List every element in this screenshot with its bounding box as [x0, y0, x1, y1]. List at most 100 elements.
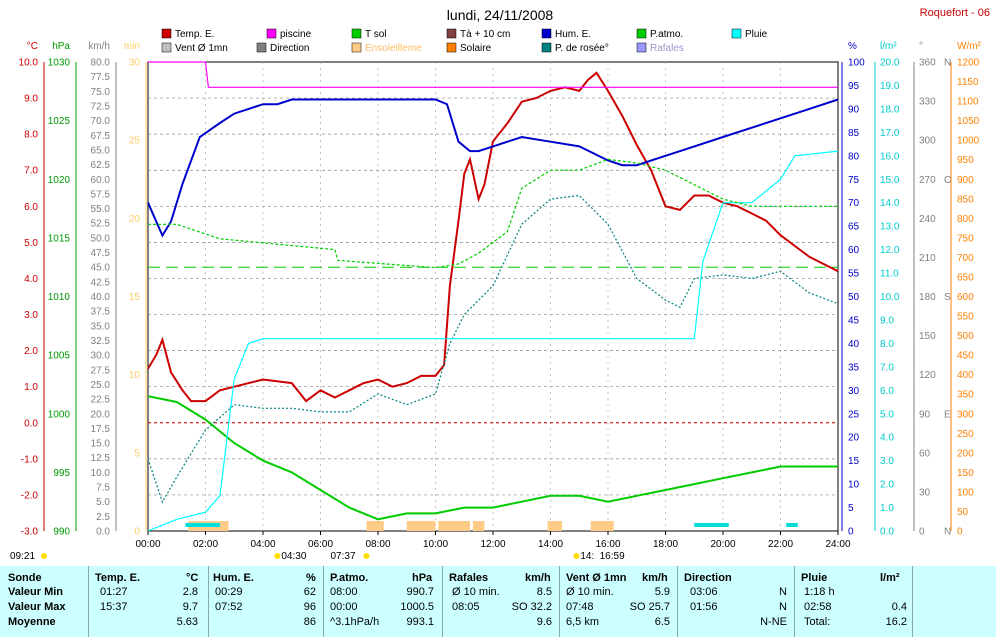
axis-tick-rain: 4.0: [880, 433, 894, 444]
summary-cell: SO 25.7: [629, 601, 670, 613]
hdr-sonde: Sonde: [8, 572, 42, 584]
chart-title: lundi, 24/11/2008: [447, 7, 554, 23]
axis-unit-dir: °: [919, 41, 923, 52]
legend-swatch: [161, 42, 172, 53]
station-name: Roquefort - 06: [920, 7, 990, 19]
summary-cell: Ø 10 min.: [566, 586, 614, 598]
hdr-pluie-unit: l/m²: [880, 572, 900, 584]
hdr-dir: Direction: [684, 572, 732, 584]
legend-swatch: [256, 42, 267, 53]
x-tick-label: 12:00: [480, 539, 505, 550]
axis-tick-solar: 650: [957, 272, 974, 283]
axis-tick-wind: 47.5: [91, 248, 111, 259]
axis-tick-wind: 55.0: [91, 204, 111, 215]
axis-tick-hum: 50: [848, 292, 860, 303]
summary-cell: 6.5: [654, 616, 670, 628]
hdr-hum: Hum. E.: [213, 572, 254, 584]
legend-swatch: [161, 28, 172, 39]
summary-cell: 86: [303, 616, 316, 628]
x-tick-label: 08:00: [365, 539, 390, 550]
summary-cell: 9.6: [536, 616, 552, 628]
axis-tick-rain: 20.0: [880, 58, 900, 69]
axis-tick-wind: 20.0: [91, 409, 111, 420]
legend-swatch: [636, 42, 647, 53]
axis-tick-wind: 77.5: [91, 72, 111, 83]
summary-cell: Moyenne: [8, 616, 56, 628]
axis-tick-wind: 15.0: [91, 439, 111, 450]
summary-cell: 00:29: [215, 586, 243, 598]
legend-swatch: [351, 42, 362, 53]
summary-cell: 9.7: [182, 601, 198, 613]
axis-tick-press: 1010: [48, 292, 71, 303]
sun-icon: [274, 553, 281, 559]
legend-label: Ensoleilleme: [365, 43, 422, 54]
axis-tick-hum: 20: [848, 433, 860, 444]
axis-tick-solar: 750: [957, 233, 974, 244]
axis-unit-rain: l/m²: [880, 41, 897, 52]
axis-tick-solar: 200: [957, 448, 974, 459]
axis-tick-temp: 9.0: [24, 94, 38, 105]
summary-cell: 8.5: [536, 586, 552, 598]
axis-tick-dir: 180: [919, 292, 936, 303]
summary-cell: 0.4: [891, 601, 907, 613]
summary-cell: 03:06: [690, 586, 718, 598]
x-tick-label: 06:00: [308, 539, 333, 550]
axis-tick-rain: 15.0: [880, 175, 900, 186]
hdr-raf: Rafales: [449, 572, 489, 584]
axis-tick-solar: 850: [957, 194, 974, 205]
marker-sunrise: 09:21: [10, 551, 35, 562]
axis-tick-temp: -2.0: [21, 490, 39, 501]
summary-cell: 990.7: [406, 586, 434, 598]
axis-tick-wind: 72.5: [91, 101, 111, 112]
axis-tick-solar: 900: [957, 175, 974, 186]
axis-tick-dir: 90: [919, 409, 931, 420]
hdr-pluie: Pluie: [801, 572, 828, 584]
legend-swatch: [446, 28, 457, 39]
axis-tick-hum: 15: [848, 456, 860, 467]
axis-tick-hum: 45: [848, 315, 860, 326]
axis-tick-hum: 75: [848, 175, 860, 186]
axis-tick-temp: 2.0: [24, 346, 38, 357]
axis-tick-rain: 1.0: [880, 503, 894, 514]
hdr-temp-unit: °C: [186, 572, 199, 584]
series-line: [148, 158, 838, 269]
axis-tick-solar: 550: [957, 312, 974, 323]
axis-tick-temp: 8.0: [24, 130, 38, 141]
axis-tick-rain: 10.0: [880, 292, 900, 303]
axis-tick-wind: 37.5: [91, 307, 111, 318]
summary-cell: 5.63: [176, 616, 198, 628]
axis-tick-temp: 1.0: [24, 382, 38, 393]
axis-tick-hum: 35: [848, 362, 860, 373]
legend-label: P.atmo.: [650, 29, 683, 40]
summary-cell: 07:52: [215, 601, 243, 613]
time-markers: 09:21 04:30 07:37 14: 16:59: [10, 551, 625, 562]
axis-tick-dir: 150: [919, 331, 936, 342]
x-tick-label: 14:00: [538, 539, 563, 550]
axis-tick-dir: 30: [919, 487, 931, 498]
axis-tick-rain: 18.0: [880, 104, 900, 115]
axis-unit-hum: %: [848, 41, 857, 52]
x-tick-label: 20:00: [710, 539, 735, 550]
sun-bar: [438, 521, 470, 531]
axis-tick-dir: 360: [919, 58, 936, 69]
axis-tick-wind: 50.0: [91, 233, 111, 244]
axis-dir-letter: O: [944, 175, 952, 186]
legend-swatch: [266, 28, 277, 39]
axis-tick-solar: 250: [957, 429, 974, 440]
axis-tick-wind: 10.0: [91, 468, 111, 479]
x-axis: 00:00 02:00 04:00 06:00 08:00 10:00 12:00 14:00…: [135, 531, 851, 550]
axis-tick-wind: 80.0: [91, 58, 111, 69]
legend-label: Vent Ø 1mn: [175, 43, 228, 54]
axis-tick-dir: 60: [919, 448, 931, 459]
sun-icon: [573, 553, 580, 559]
axis-tick-solar: 500: [957, 331, 974, 342]
axis-unit-min: min: [124, 41, 140, 52]
axis-tick-hum: 90: [848, 104, 860, 115]
axis-tick-solar: 1050: [957, 116, 980, 127]
axis-tick-solar: 950: [957, 155, 974, 166]
summary-cell: 1000.5: [400, 601, 434, 613]
axis-tick-rain: 5.0: [880, 409, 894, 420]
axis-tick-rain: 2.0: [880, 480, 894, 491]
axis-tick-wind: 2.5: [96, 512, 110, 523]
axis-tick-min: 15: [129, 292, 141, 303]
